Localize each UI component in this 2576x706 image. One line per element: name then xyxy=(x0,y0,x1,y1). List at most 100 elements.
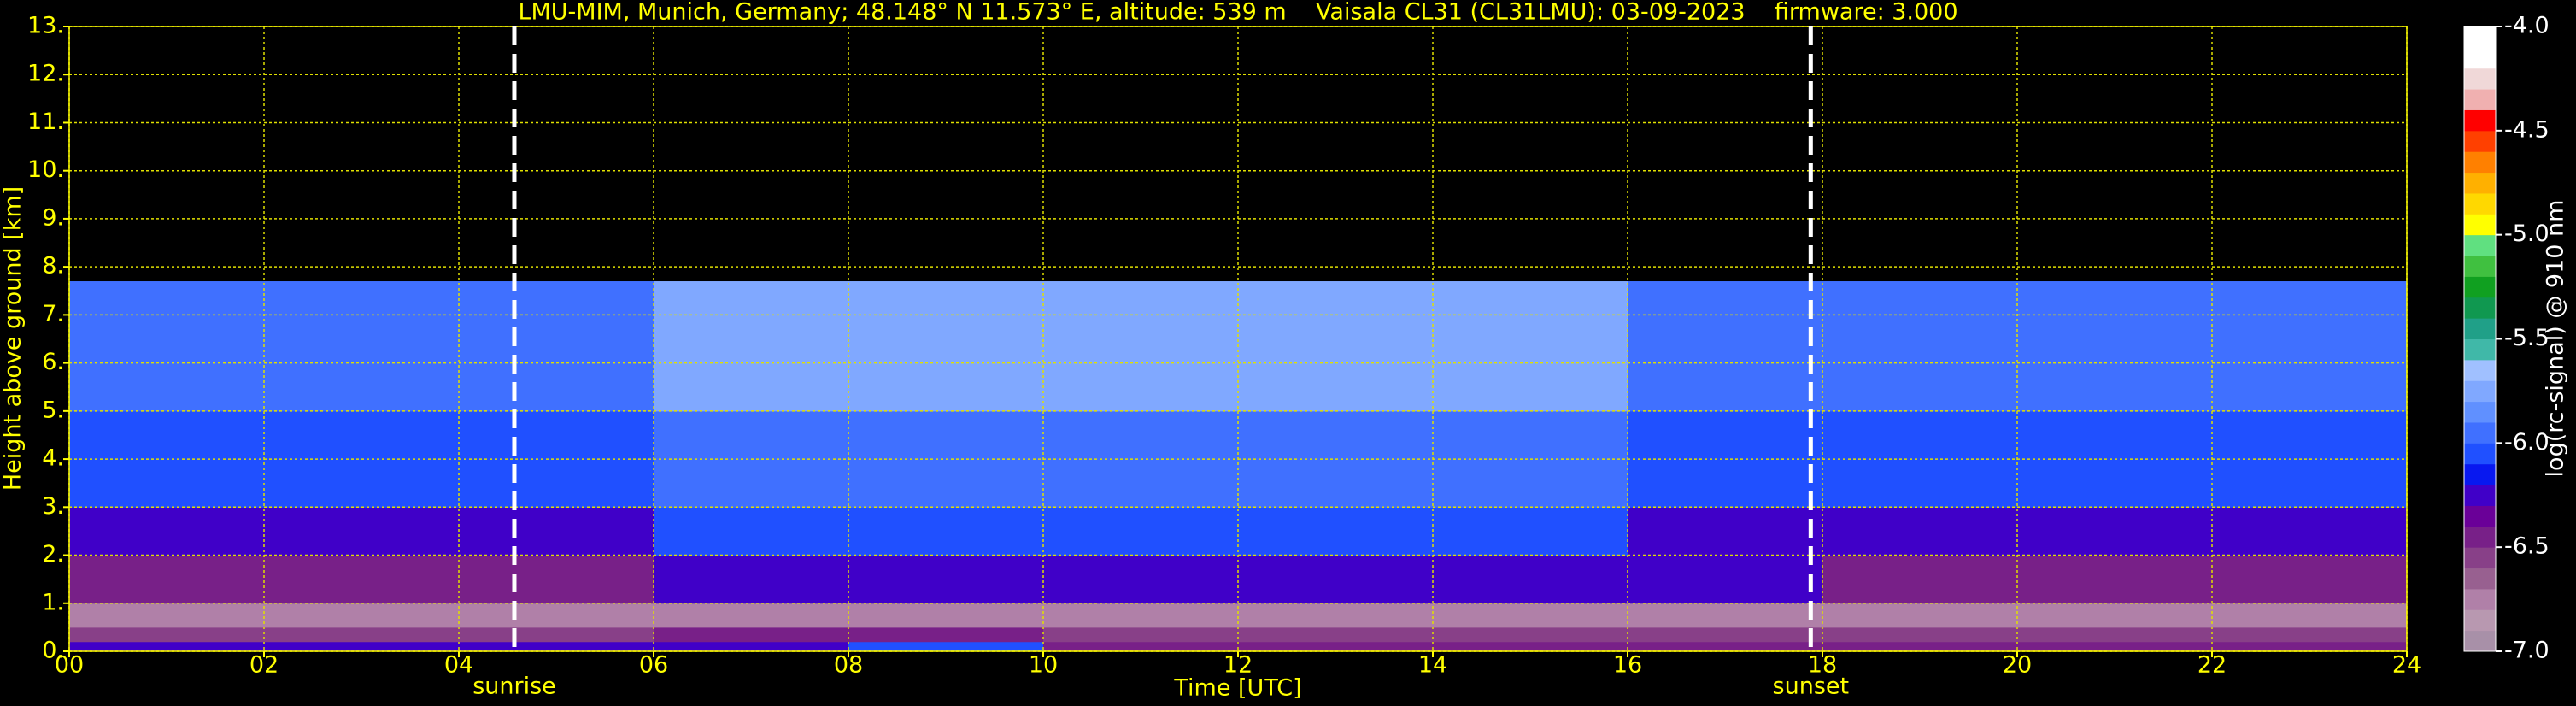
heatmap-cell xyxy=(1628,281,1823,412)
y-tick-label: 13. xyxy=(27,13,64,39)
y-axis-label: Height above ground [km] xyxy=(0,186,26,491)
x-tick-label: 14 xyxy=(1418,652,1447,679)
heatmap-cell xyxy=(654,281,849,412)
colorbar-swatch xyxy=(2464,505,2496,527)
heatmap-cell xyxy=(848,627,1044,643)
heatmap-cell xyxy=(1433,627,1628,643)
x-tick-label: 00 xyxy=(55,652,84,679)
x-tick-label: 18 xyxy=(1808,652,1837,679)
heatmap-cell xyxy=(848,281,1044,412)
x-tick-label: 16 xyxy=(1613,652,1642,679)
heatmap-cell xyxy=(1238,641,1434,652)
colorbar-swatch xyxy=(2464,276,2496,298)
heatmap-cell xyxy=(1822,281,2018,412)
heatmap-cell xyxy=(2017,641,2213,652)
heatmap-cell xyxy=(1628,507,1823,556)
y-tick-label: 6. xyxy=(42,349,64,375)
heatmap-cell xyxy=(264,281,460,412)
colorbar-swatch xyxy=(2464,130,2496,152)
heatmap-cell xyxy=(264,555,460,604)
heatmap-cell xyxy=(654,627,849,643)
heatmap-cell xyxy=(1043,627,1239,643)
heatmap-cell xyxy=(1043,555,1239,604)
heatmap-cell xyxy=(459,627,654,643)
x-tick-label: 22 xyxy=(2198,652,2227,679)
x-tick-label: 02 xyxy=(249,652,279,679)
heatmap-cell xyxy=(1433,281,1628,412)
colorbar-tick-label: -7.0 xyxy=(2504,638,2550,664)
colorbar-swatch xyxy=(2464,630,2496,652)
colorbar-tick-label: -4.5 xyxy=(2504,116,2550,143)
heatmap-cell xyxy=(1043,603,1239,628)
heatmap-cell xyxy=(459,555,654,604)
heatmap-cell xyxy=(264,507,460,556)
heatmap-cell xyxy=(1238,627,1434,643)
x-tick-label: 24 xyxy=(2392,652,2421,679)
heatmap-cell xyxy=(654,507,849,556)
heatmap-cell xyxy=(1238,281,1434,412)
heatmap-cell xyxy=(1433,641,1628,652)
colorbar-swatch xyxy=(2464,192,2496,215)
colorbar-swatch xyxy=(2464,609,2496,632)
heatmap-cell xyxy=(459,507,654,556)
heatmap-cell xyxy=(459,281,654,412)
heatmap-cell xyxy=(848,603,1044,628)
x-tick-label: 06 xyxy=(639,652,668,679)
marker-label: sunset xyxy=(1773,674,1850,700)
colorbar-label: log(rc-signal) @ 910 nm xyxy=(2543,200,2569,478)
x-tick-label: 08 xyxy=(834,652,863,679)
colorbar-swatch xyxy=(2464,151,2496,174)
y-tick-label: 7. xyxy=(42,301,64,327)
y-tick-label: 5. xyxy=(42,397,64,423)
y-tick-label: 9. xyxy=(42,204,64,231)
colorbar-swatch xyxy=(2464,588,2496,610)
colorbar-tick-label: -6.0 xyxy=(2504,429,2550,456)
heatmap-cell xyxy=(2212,281,2408,412)
colorbar-swatch xyxy=(2464,89,2496,110)
x-axis-label: Time [UTC] xyxy=(1173,675,1301,702)
heatmap-cell xyxy=(264,603,460,628)
heatmap-cell xyxy=(1628,641,1823,652)
colorbar-swatch xyxy=(2464,485,2496,506)
heatmap-cell xyxy=(1628,555,1823,604)
heatmap-cell xyxy=(1043,507,1239,556)
y-tick-label: 8. xyxy=(42,253,64,279)
heatmap-cell xyxy=(1822,641,2018,652)
heatmap-cell xyxy=(1822,507,2018,556)
x-tick-label: 20 xyxy=(2003,652,2032,679)
heatmap-cell xyxy=(2212,627,2408,643)
y-tick-label: 12. xyxy=(27,61,64,87)
heatmap-cell xyxy=(848,641,1044,652)
y-tick-label: 3. xyxy=(42,493,64,520)
heatmap-cell xyxy=(459,603,654,628)
heatmap-cell xyxy=(654,603,849,628)
heatmap-cell xyxy=(2212,603,2408,628)
colorbar-swatch xyxy=(2464,68,2496,90)
heatmap-cell xyxy=(654,555,849,604)
heatmap-cell xyxy=(1433,603,1628,628)
heatmap-cell xyxy=(69,555,265,604)
colorbar-tick-label: -5.5 xyxy=(2504,325,2550,351)
x-tick-label: 12 xyxy=(1223,652,1253,679)
heatmap-cell xyxy=(1043,281,1239,412)
y-tick-label: 1. xyxy=(42,589,64,615)
heatmap-cell xyxy=(1238,603,1434,628)
colorbar-swatch xyxy=(2464,380,2496,403)
colorbar-swatch xyxy=(2464,234,2496,256)
colorbar-tick-label: -6.5 xyxy=(2504,533,2550,560)
colorbar-swatch xyxy=(2464,359,2496,381)
colorbar-swatch xyxy=(2464,172,2496,194)
heatmap-cell xyxy=(1238,507,1434,556)
colorbar-swatch xyxy=(2464,568,2496,590)
heatmap-cell xyxy=(69,281,265,412)
heatmap-cell xyxy=(264,641,460,652)
colorbar-swatch xyxy=(2464,443,2496,465)
heatmap-cell xyxy=(2212,555,2408,604)
marker-label: sunrise xyxy=(472,674,556,700)
y-tick-label: 4. xyxy=(42,445,64,472)
colorbar-swatch xyxy=(2464,463,2496,485)
heatmap-cell xyxy=(1628,627,1823,643)
heatmap-cell xyxy=(848,507,1044,556)
x-tick-label: 10 xyxy=(1029,652,1058,679)
colorbar-swatch xyxy=(2464,338,2496,361)
